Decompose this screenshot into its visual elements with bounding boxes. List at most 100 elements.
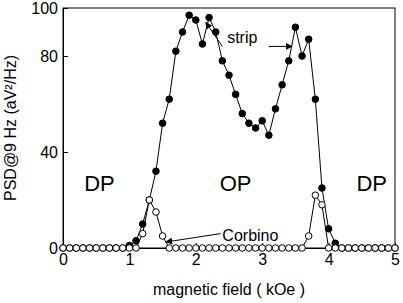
marker [392, 245, 399, 252]
marker [272, 106, 279, 113]
tick-label: 0 [49, 240, 58, 257]
tick: 5 [391, 243, 400, 268]
marker [86, 245, 93, 252]
marker [266, 132, 273, 139]
marker [252, 125, 259, 132]
marker [166, 245, 173, 252]
marker [239, 245, 246, 252]
tick-label: 3 [258, 251, 267, 268]
marker [259, 245, 266, 252]
marker [292, 245, 299, 252]
marker [173, 48, 180, 55]
marker [80, 245, 87, 252]
marker [378, 245, 385, 252]
series-line [63, 195, 395, 248]
annotations: stripCorbinoDPOPDP [84, 22, 387, 244]
marker [232, 245, 239, 252]
marker [126, 245, 133, 252]
tick-label: 1 [125, 251, 134, 268]
marker [352, 245, 359, 252]
marker [133, 245, 140, 252]
x-axis-title: magnetic field ( kOe ) [153, 281, 305, 298]
marker [159, 233, 166, 240]
marker [86, 245, 93, 252]
marker [359, 245, 366, 252]
marker [319, 185, 326, 192]
marker [186, 245, 193, 252]
marker [299, 245, 306, 252]
tick-label: 100 [31, 0, 58, 17]
marker [80, 245, 87, 252]
marker [106, 245, 113, 252]
x-axis: 012345 [59, 243, 400, 268]
marker [339, 245, 346, 252]
marker [285, 58, 292, 65]
marker [179, 29, 186, 36]
marker [193, 17, 200, 24]
marker [93, 245, 100, 252]
marker [285, 245, 292, 252]
marker [319, 202, 326, 209]
marker [246, 245, 253, 252]
y-axis: 0 40 80 100 [31, 0, 68, 257]
marker [279, 245, 286, 252]
marker [365, 245, 372, 252]
marker [166, 96, 173, 103]
marker [352, 245, 359, 252]
annotation: OP [220, 171, 252, 196]
tick-label: 5 [391, 251, 400, 268]
tick-mark [63, 8, 68, 9]
marker [239, 110, 246, 117]
marker [93, 245, 100, 252]
marker [219, 245, 226, 252]
marker [312, 192, 319, 199]
marker [206, 14, 213, 21]
annotation-arrow [206, 22, 223, 46]
plot: 01234504080100stripCorbinoDPOPDP [31, 0, 400, 268]
marker [378, 245, 385, 252]
marker [146, 197, 153, 204]
tick-label: 0 [59, 251, 68, 268]
marker [106, 245, 113, 252]
marker [246, 120, 253, 127]
annotation-arrow [166, 234, 221, 242]
marker [159, 120, 166, 127]
marker [60, 245, 67, 252]
marker [339, 245, 346, 252]
marker [73, 245, 80, 252]
marker [113, 245, 120, 252]
series-line [63, 15, 395, 248]
marker [193, 245, 200, 252]
marker [279, 82, 286, 89]
tick-mark [63, 56, 68, 57]
tick: 80 [40, 48, 68, 65]
marker [385, 245, 392, 252]
marker [266, 245, 273, 252]
data-layer [60, 12, 399, 251]
marker [66, 245, 73, 252]
y-axis-title: PSD@9 Hz (aV²/Hz) [2, 55, 19, 201]
marker [179, 245, 186, 252]
marker [305, 36, 312, 43]
tick-label: 80 [40, 48, 58, 65]
marker [153, 168, 160, 175]
marker [385, 245, 392, 252]
plot-frame [63, 8, 395, 248]
chart-svg: 01234504080100stripCorbinoDPOPDPmagnetic… [0, 0, 403, 303]
marker [199, 245, 206, 252]
tick: 0 [49, 240, 68, 257]
marker [219, 58, 226, 65]
marker [60, 245, 67, 252]
marker [252, 245, 259, 252]
marker [66, 245, 73, 252]
marker [226, 72, 233, 79]
marker [372, 245, 379, 252]
marker [345, 245, 352, 252]
marker [199, 41, 206, 48]
annotation: Corbino [222, 227, 278, 244]
annotation: DP [84, 171, 115, 196]
tick: 40 [40, 144, 68, 161]
marker [173, 245, 180, 252]
marker [305, 233, 312, 240]
marker [226, 245, 233, 252]
